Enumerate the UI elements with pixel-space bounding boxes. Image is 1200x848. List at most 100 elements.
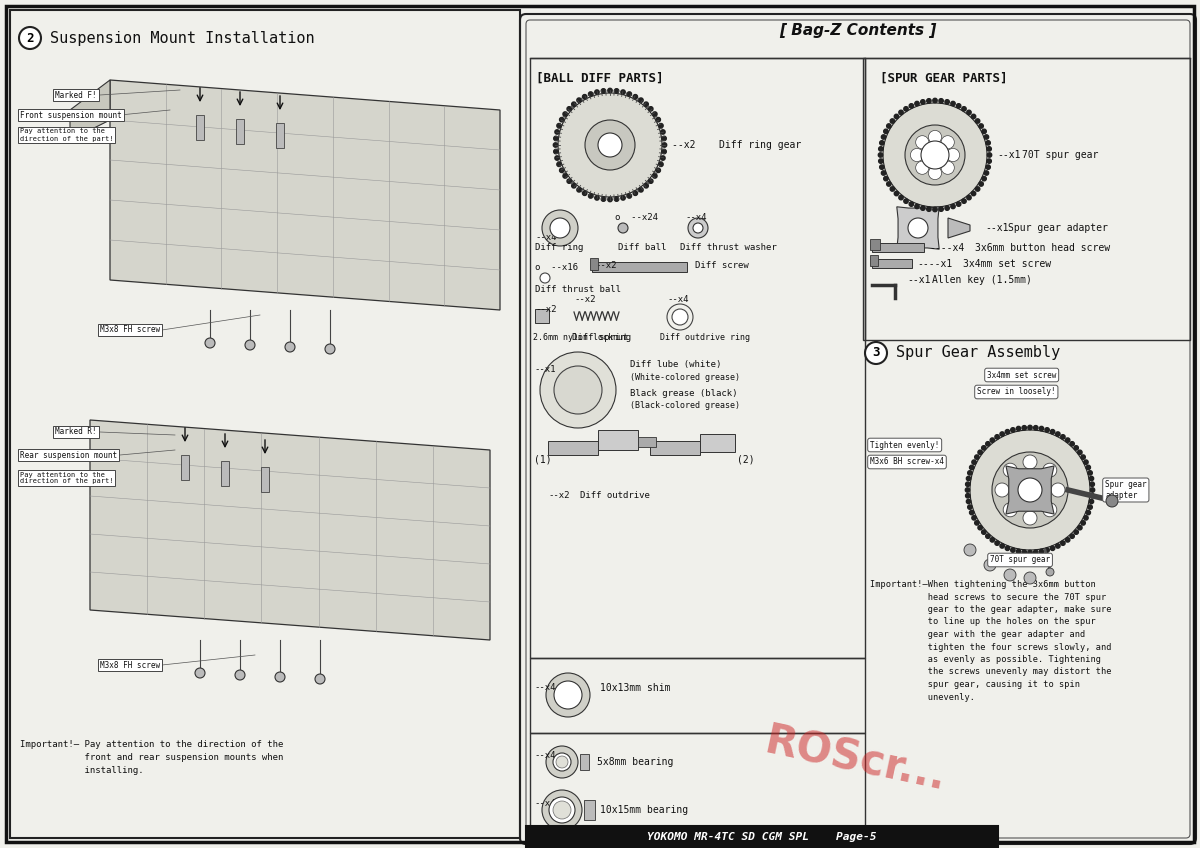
Circle shape	[976, 119, 980, 123]
Circle shape	[1106, 495, 1118, 507]
Circle shape	[559, 168, 564, 172]
Text: --x4: --x4	[667, 295, 689, 304]
Circle shape	[1066, 538, 1070, 542]
Circle shape	[990, 438, 995, 443]
Text: (2): (2)	[737, 455, 755, 465]
Text: 70T spur gear: 70T spur gear	[990, 555, 1050, 565]
Bar	[262, 467, 269, 492]
Polygon shape	[896, 207, 940, 249]
Text: --x4: --x4	[535, 233, 557, 243]
Bar	[221, 461, 229, 486]
Text: 3: 3	[872, 347, 880, 360]
Circle shape	[644, 184, 648, 188]
Circle shape	[982, 446, 986, 450]
Bar	[196, 115, 204, 140]
Text: 70T spur gear: 70T spur gear	[1022, 150, 1098, 160]
Circle shape	[878, 147, 883, 151]
Circle shape	[905, 125, 965, 185]
Circle shape	[1016, 550, 1021, 554]
Text: (Black-colored grease): (Black-colored grease)	[630, 401, 740, 410]
Circle shape	[984, 170, 989, 176]
Circle shape	[978, 450, 983, 455]
Polygon shape	[948, 218, 970, 238]
Circle shape	[1090, 482, 1094, 487]
Circle shape	[554, 156, 559, 160]
Circle shape	[982, 176, 986, 181]
Circle shape	[965, 488, 970, 492]
Circle shape	[648, 179, 653, 183]
Text: Marked F!: Marked F!	[55, 91, 97, 99]
Circle shape	[586, 120, 635, 170]
Text: 10x15mm bearing: 10x15mm bearing	[600, 805, 688, 815]
Circle shape	[972, 516, 977, 520]
Circle shape	[558, 93, 662, 197]
Circle shape	[550, 797, 575, 823]
Text: Marked R!: Marked R!	[55, 427, 97, 437]
Circle shape	[881, 135, 886, 139]
Circle shape	[554, 366, 602, 414]
Circle shape	[1061, 541, 1066, 545]
Circle shape	[1039, 550, 1044, 554]
Circle shape	[887, 124, 892, 128]
Circle shape	[1027, 550, 1032, 555]
Circle shape	[571, 184, 576, 188]
Circle shape	[974, 455, 979, 460]
Bar	[276, 123, 284, 148]
Text: --x2    Diff ring gear: --x2 Diff ring gear	[672, 140, 802, 150]
Circle shape	[956, 103, 961, 108]
Circle shape	[1090, 494, 1094, 498]
Circle shape	[194, 668, 205, 678]
Circle shape	[1084, 460, 1088, 465]
Circle shape	[563, 112, 568, 116]
Bar	[638, 437, 656, 447]
Circle shape	[1006, 430, 1009, 434]
Circle shape	[883, 176, 888, 181]
Circle shape	[1074, 446, 1079, 450]
Circle shape	[1056, 432, 1060, 436]
Circle shape	[245, 340, 256, 350]
Circle shape	[985, 534, 990, 538]
Text: [BALL DIFF PARTS]: [BALL DIFF PARTS]	[536, 71, 664, 85]
Circle shape	[929, 166, 942, 180]
Circle shape	[620, 90, 625, 94]
Circle shape	[984, 135, 989, 139]
Text: --x1: --x1	[907, 275, 930, 285]
Circle shape	[1070, 534, 1074, 538]
Circle shape	[1022, 455, 1037, 469]
Circle shape	[607, 198, 612, 202]
Circle shape	[582, 191, 587, 195]
Circle shape	[628, 92, 631, 96]
Circle shape	[976, 187, 980, 191]
Circle shape	[1039, 427, 1044, 431]
Text: ----x1: ----x1	[917, 259, 953, 269]
Circle shape	[1018, 478, 1042, 502]
Bar	[530, 733, 865, 838]
Circle shape	[653, 112, 658, 116]
Circle shape	[1086, 510, 1091, 515]
Circle shape	[1078, 450, 1082, 455]
Circle shape	[1016, 427, 1021, 431]
Circle shape	[899, 195, 904, 200]
Circle shape	[1070, 442, 1074, 446]
Circle shape	[694, 223, 703, 233]
Circle shape	[990, 538, 995, 542]
Circle shape	[1003, 463, 1018, 477]
Text: 3x4mm set screw: 3x4mm set screw	[986, 371, 1056, 380]
Circle shape	[956, 202, 961, 206]
Circle shape	[656, 118, 660, 122]
Text: Diff lube (white): Diff lube (white)	[630, 360, 721, 370]
Circle shape	[986, 141, 990, 145]
Circle shape	[595, 196, 599, 200]
Circle shape	[540, 352, 616, 428]
Circle shape	[1074, 530, 1079, 534]
Circle shape	[967, 110, 971, 114]
Circle shape	[984, 559, 996, 571]
Text: Diff outdrive ring: Diff outdrive ring	[660, 332, 750, 342]
Circle shape	[966, 482, 970, 487]
Circle shape	[275, 672, 286, 682]
Circle shape	[661, 156, 665, 160]
Circle shape	[950, 204, 955, 209]
Circle shape	[865, 342, 887, 364]
Circle shape	[325, 344, 335, 354]
Circle shape	[1084, 516, 1088, 520]
